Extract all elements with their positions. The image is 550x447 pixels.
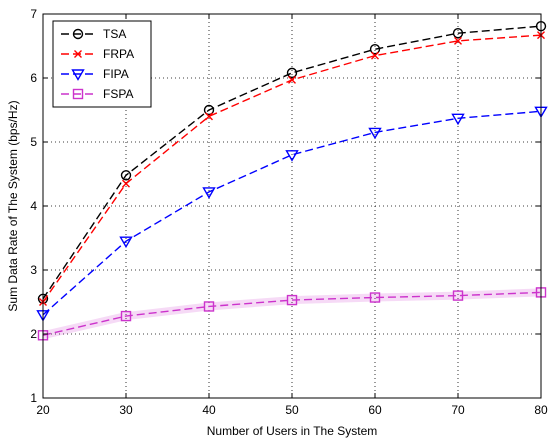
x-tick-label: 60 [368, 403, 382, 417]
series-line [42, 110, 542, 316]
legend-item-fipa: FIPA [61, 67, 129, 81]
data-point [452, 290, 464, 301]
x-ticks: 20 30 40 50 60 70 80 [36, 14, 548, 417]
y-axis-label: Sum Data Rate of The System (bps/Hz) [6, 100, 20, 311]
x-tick-label: 40 [202, 403, 216, 417]
x-tick-label: 30 [119, 403, 133, 417]
data-point [120, 310, 132, 322]
data-point [120, 170, 132, 181]
data-point [451, 113, 465, 126]
y-tick-label: 3 [30, 263, 37, 277]
data-point [203, 301, 215, 312]
y-tick-label: 2 [30, 327, 37, 341]
x-tick-label: 20 [36, 403, 50, 417]
data-point [122, 179, 130, 188]
x-axis-label: Number of Users in The System [207, 424, 378, 438]
data-point [288, 75, 296, 84]
legend-marker [74, 50, 82, 58]
series-fspa [37, 287, 547, 341]
legend-item-fspa: FSPA [61, 87, 133, 101]
legend-item-frpa: FRPA [61, 47, 134, 61]
data-point [286, 67, 298, 79]
data-point [369, 44, 381, 55]
y-tick-label: 5 [30, 135, 37, 149]
legend-marker [71, 69, 85, 81]
data-point [371, 51, 379, 60]
legend: TSA FRPA FIPA FSPA [52, 20, 152, 108]
y-tick-label: 7 [30, 7, 37, 21]
data-point [286, 294, 298, 306]
legend-label: FSPA [103, 87, 133, 101]
data-point [452, 28, 464, 39]
data-point [368, 127, 382, 140]
legend-marker [72, 28, 84, 40]
data-point [205, 112, 213, 121]
y-tick-label: 4 [30, 199, 37, 213]
data-point [119, 236, 133, 249]
series-line [42, 291, 542, 336]
series-line [42, 25, 542, 300]
data-point [203, 104, 215, 116]
y-ticks: 1 2 3 4 5 6 7 [30, 7, 541, 405]
data-point [454, 36, 462, 45]
x-tick-label: 50 [285, 403, 299, 417]
legend-item-tsa: TSA [61, 27, 126, 41]
y-tick-label: 6 [30, 71, 37, 85]
data-point [285, 150, 299, 162]
legend-label: FRPA [103, 47, 134, 61]
data-point [369, 292, 381, 303]
y-tick-label: 1 [30, 391, 37, 405]
x-tick-label: 80 [534, 403, 548, 417]
legend-box [52, 20, 152, 108]
legend-label: TSA [103, 27, 126, 41]
data-point [202, 187, 216, 199]
x-tick-label: 70 [451, 403, 465, 417]
legend-label: FIPA [103, 67, 129, 81]
legend-marker [72, 88, 84, 100]
